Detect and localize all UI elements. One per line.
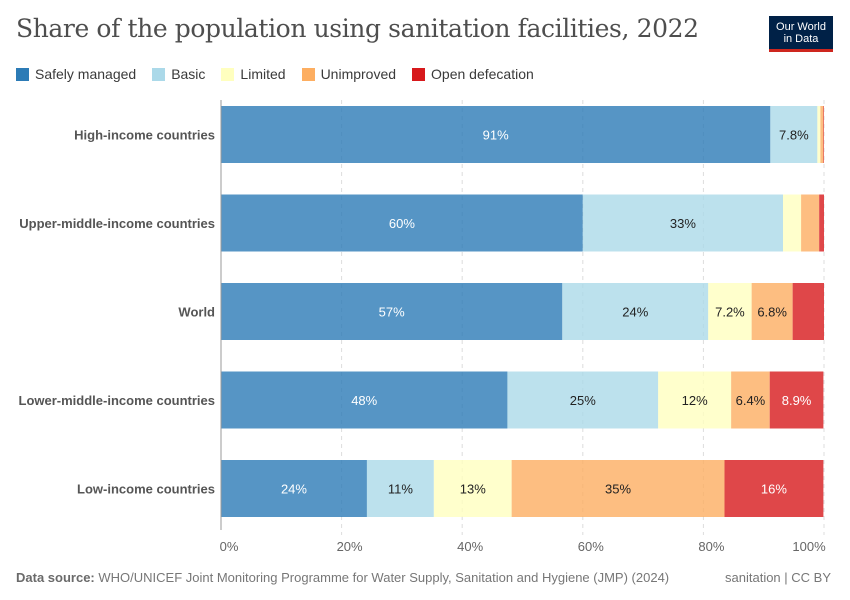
bar-segment[interactable] bbox=[658, 371, 732, 429]
x-tick-label: 0% bbox=[220, 539, 239, 554]
bar-segment[interactable] bbox=[221, 371, 508, 429]
category-label: Upper-middle-income countries bbox=[19, 216, 215, 231]
data-label: 48% bbox=[351, 393, 377, 408]
legend-swatch bbox=[221, 67, 235, 81]
data-label: 57% bbox=[379, 305, 405, 320]
x-tick-label: 100% bbox=[792, 539, 826, 554]
data-source-label: Data source: bbox=[16, 570, 95, 585]
legend-item-open-defecation[interactable]: Open defecation bbox=[412, 66, 534, 82]
bar-segment[interactable] bbox=[366, 460, 434, 517]
data-label: 13% bbox=[460, 482, 486, 497]
data-label: 16% bbox=[761, 482, 787, 497]
category-label: World bbox=[178, 305, 215, 320]
category-label: Low-income countries bbox=[77, 482, 215, 497]
data-label: 25% bbox=[570, 393, 596, 408]
x-tick-label: 60% bbox=[578, 539, 604, 554]
legend-item-safely-managed[interactable]: Safely managed bbox=[16, 66, 136, 82]
data-label: 7.2% bbox=[715, 305, 745, 320]
legend-swatch bbox=[301, 67, 315, 81]
bar-segment[interactable] bbox=[801, 194, 820, 252]
legend-label: Unimproved bbox=[320, 66, 397, 82]
legend-item-basic[interactable]: Basic bbox=[152, 66, 205, 82]
data-label: 33% bbox=[670, 216, 696, 231]
bar-segment[interactable] bbox=[731, 371, 770, 429]
x-tick-label: 40% bbox=[457, 539, 483, 554]
legend-swatch bbox=[412, 67, 426, 81]
data-label: 91% bbox=[483, 128, 509, 143]
legend-label: Basic bbox=[171, 66, 206, 82]
legend-swatch bbox=[152, 67, 166, 81]
legend-swatch bbox=[16, 67, 29, 81]
data-label: 35% bbox=[605, 482, 631, 497]
bar-segment[interactable] bbox=[782, 194, 802, 252]
chart-title: Share of the population using sanitation… bbox=[16, 14, 699, 43]
bar-segment[interactable] bbox=[562, 283, 709, 340]
logo-line-1: Our World bbox=[776, 21, 826, 33]
footer-license[interactable]: sanitation | CC BY bbox=[725, 570, 831, 585]
owid-logo[interactable]: Our World in Data bbox=[769, 16, 833, 52]
category-label: Lower-middle-income countries bbox=[19, 393, 215, 408]
x-tick-label: 20% bbox=[337, 539, 363, 554]
bar-segment[interactable] bbox=[769, 371, 824, 429]
data-label: 24% bbox=[281, 482, 307, 497]
data-label: 6.4% bbox=[736, 393, 766, 408]
data-source: Data source: WHO/UNICEF Joint Monitoring… bbox=[16, 570, 669, 585]
bar-segment[interactable] bbox=[817, 106, 821, 163]
bar-segment[interactable] bbox=[792, 283, 824, 340]
bar-segment[interactable] bbox=[819, 194, 824, 252]
bar-segment[interactable] bbox=[221, 283, 563, 340]
legend-item-unimproved[interactable]: Unimproved bbox=[301, 66, 397, 82]
data-label: 11% bbox=[388, 482, 413, 497]
legend: Safely managed Basic Limited Unimproved … bbox=[16, 66, 550, 82]
bar-segment[interactable] bbox=[221, 194, 583, 252]
bar-segment[interactable] bbox=[708, 283, 752, 340]
bar-segment[interactable] bbox=[221, 460, 367, 517]
data-label: 8.9% bbox=[782, 393, 812, 408]
data-label: 7.8% bbox=[779, 128, 809, 143]
bar-segment[interactable] bbox=[511, 460, 725, 517]
data-label: 24% bbox=[622, 305, 648, 320]
data-label: 12% bbox=[682, 393, 708, 408]
bar-segment[interactable] bbox=[433, 460, 512, 517]
bar-segment[interactable] bbox=[221, 106, 771, 163]
legend-label: Open defecation bbox=[431, 66, 534, 82]
bar-segment[interactable] bbox=[507, 371, 659, 429]
x-tick-label: 80% bbox=[698, 539, 724, 554]
bar-segment[interactable] bbox=[751, 283, 793, 340]
data-label: 6.8% bbox=[757, 305, 787, 320]
logo-line-2: in Data bbox=[783, 33, 819, 45]
bar-segment[interactable] bbox=[582, 194, 783, 252]
data-source-text: WHO/UNICEF Joint Monitoring Programme fo… bbox=[94, 570, 670, 585]
bar-segment[interactable] bbox=[820, 106, 824, 163]
data-label: 60% bbox=[389, 216, 415, 231]
legend-label: Safely managed bbox=[35, 66, 137, 82]
bar-segment[interactable] bbox=[823, 106, 824, 163]
category-label: High-income countries bbox=[74, 128, 215, 143]
legend-item-limited[interactable]: Limited bbox=[221, 66, 286, 82]
legend-label: Limited bbox=[240, 66, 286, 82]
bar-segment[interactable] bbox=[724, 460, 824, 517]
bar-segment[interactable] bbox=[770, 106, 818, 163]
